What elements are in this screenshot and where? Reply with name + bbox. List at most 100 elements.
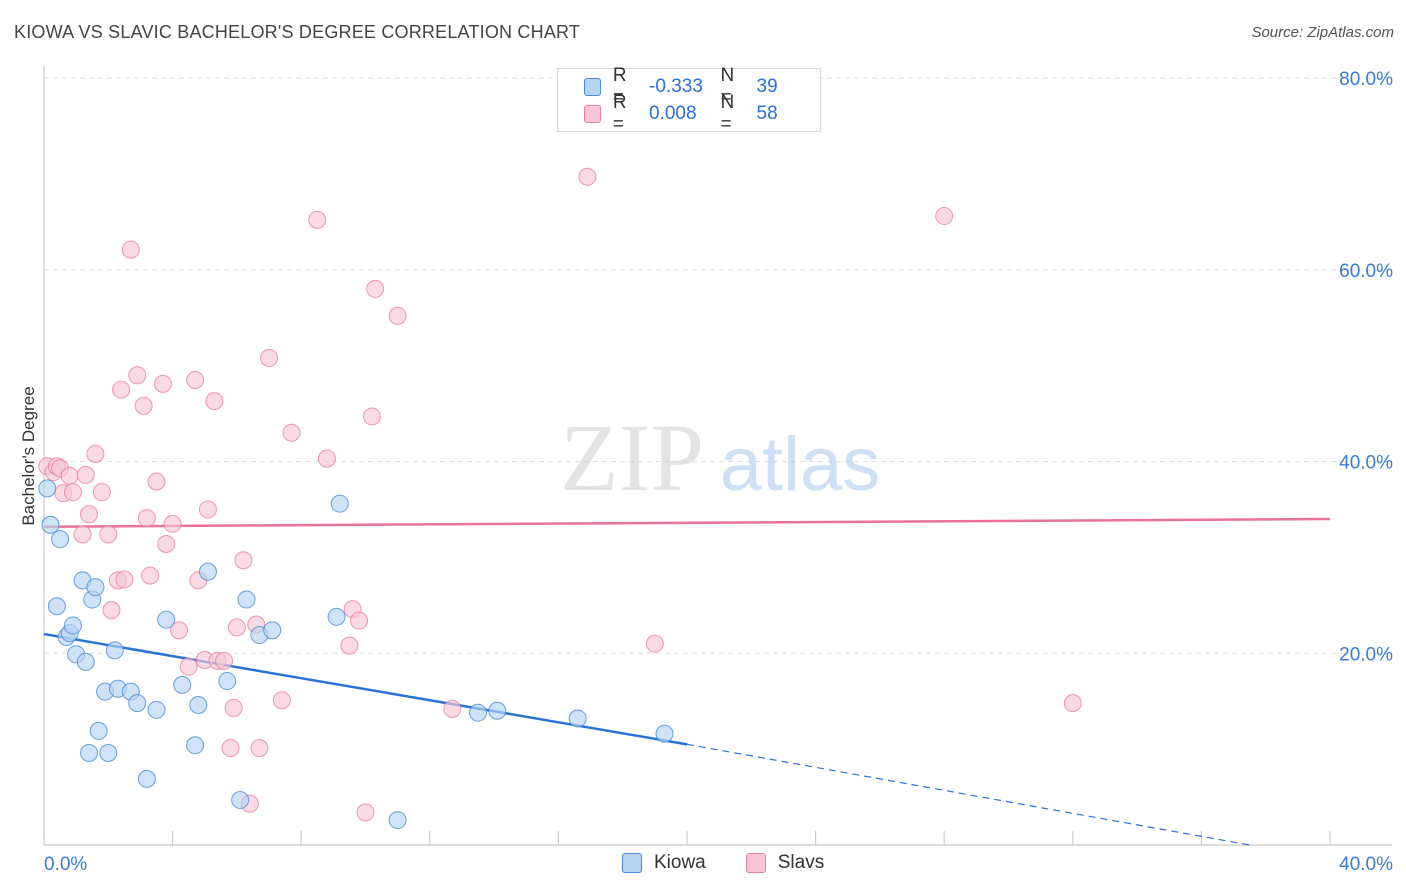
kiowa-point <box>38 479 57 498</box>
watermark-zip: ZIP <box>560 404 704 511</box>
kiowa-point <box>189 696 208 715</box>
series-name-kiowa: Kiowa <box>654 852 706 873</box>
slavs-point <box>92 483 111 502</box>
axes <box>43 66 1392 846</box>
slavs-point <box>76 465 95 484</box>
kiowa-trendline-extension <box>686 743 1250 846</box>
y-tick-label: 20.0% <box>1339 644 1393 665</box>
slavs-trendline <box>43 517 1331 528</box>
legend-n-label: N = <box>720 65 735 108</box>
y-tick-label: 40.0% <box>1339 453 1393 474</box>
kiowa-trendline <box>43 632 688 746</box>
y-tick-label: 60.0% <box>1339 261 1393 282</box>
kiowa-point <box>388 811 407 830</box>
slavs-point <box>80 505 99 524</box>
slavs-point <box>60 466 79 485</box>
series-swatch-kiowa <box>622 853 642 873</box>
slavs-point <box>147 472 166 491</box>
kiowa-point <box>80 743 99 762</box>
kiowa-point <box>137 769 156 788</box>
slavs-point <box>215 651 234 670</box>
series-name-slavs: Slavs <box>777 852 825 873</box>
kiowa-point <box>469 703 488 722</box>
slavs-point <box>137 509 156 528</box>
slavs-point <box>186 371 205 390</box>
slavs-point <box>198 500 217 519</box>
kiowa-point <box>76 652 95 671</box>
slavs-point <box>578 167 597 186</box>
slavs-point <box>112 380 131 399</box>
slavs-point <box>340 636 359 655</box>
slavs-point <box>115 570 134 589</box>
series-legend-slavs[interactable]: Slavs <box>745 852 825 874</box>
watermark-atlas: atlas <box>720 422 881 507</box>
kiowa-point <box>568 709 587 728</box>
tick-labels: 20.0% 40.0% 60.0% 80.0% 0.0% 40.0% <box>44 69 1393 875</box>
slavs-point <box>356 803 375 822</box>
legend-n-label: N = <box>720 92 735 135</box>
kiowa-point <box>237 590 256 609</box>
x-tick-label: 0.0% <box>44 854 87 875</box>
kiowa-point <box>263 621 282 640</box>
slavs-point <box>227 618 246 637</box>
stats-legend: R = -0.333 N = 39 R = 0.008 N = 58 <box>557 65 821 135</box>
kiowa-point <box>99 743 118 762</box>
slavs-point <box>163 514 182 533</box>
kiowa-point <box>157 610 176 629</box>
slavs-point <box>350 611 369 630</box>
legend-n-value-kiowa: 39 <box>756 76 778 97</box>
y-axis-label: Bachelor's Degree <box>19 386 38 525</box>
legend-swatch-kiowa <box>584 78 601 96</box>
slavs-point <box>102 601 121 620</box>
slavs-point <box>443 699 462 718</box>
legend-r-value-slavs: 0.008 <box>649 103 697 124</box>
kiowa-point <box>186 736 205 755</box>
slavs-point <box>141 566 160 585</box>
kiowa-point <box>51 530 70 549</box>
series-legend: Kiowa Slavs <box>622 852 864 874</box>
slavs-point <box>308 210 327 229</box>
chart-title: KIOWA VS SLAVIC BACHELOR'S DEGREE CORREL… <box>14 22 581 42</box>
kiowa-point <box>47 597 66 616</box>
legend-r-label: R = <box>612 92 627 135</box>
slavs-point <box>250 739 269 758</box>
slavs-point <box>179 657 198 676</box>
legend-r-label: R = <box>612 65 627 108</box>
kiowa-point <box>41 515 60 534</box>
legend-swatch-slavs <box>584 105 601 123</box>
slavs-point <box>224 698 243 717</box>
slavs-point <box>1063 694 1082 713</box>
series-swatch-slavs <box>745 853 766 873</box>
kiowa-point <box>105 641 124 660</box>
kiowa-point <box>330 494 349 513</box>
kiowa-point <box>488 701 507 720</box>
kiowa-point <box>655 724 674 743</box>
kiowa-point <box>63 616 82 635</box>
kiowa-point <box>128 694 147 713</box>
legend-r-value-kiowa: -0.333 <box>649 76 703 97</box>
series-legend-kiowa[interactable]: Kiowa <box>622 852 706 874</box>
kiowa-point <box>198 562 217 581</box>
slavs-point <box>260 348 279 367</box>
slavs-point <box>153 374 172 393</box>
data-points <box>38 167 1082 830</box>
source-label: Source: ZipAtlas.com <box>1251 24 1394 41</box>
slavs-point <box>170 621 189 640</box>
slavs-point <box>282 423 301 442</box>
y-tick-label: 80.0% <box>1339 69 1393 90</box>
slavs-point <box>645 634 664 653</box>
slavs-point <box>366 279 385 298</box>
slavs-point <box>221 739 240 758</box>
slavs-point <box>935 207 954 226</box>
slavs-point <box>317 449 336 468</box>
slavs-point <box>234 551 253 570</box>
slavs-point <box>388 306 407 325</box>
legend-row-kiowa: R = -0.333 N = 39 <box>584 65 820 108</box>
slavs-point <box>63 483 82 502</box>
kiowa-point <box>86 578 105 597</box>
kiowa-point <box>147 700 166 719</box>
kiowa-point <box>327 607 346 626</box>
kiowa-point <box>218 672 237 691</box>
kiowa-point <box>231 790 250 809</box>
slavs-point <box>99 525 118 544</box>
